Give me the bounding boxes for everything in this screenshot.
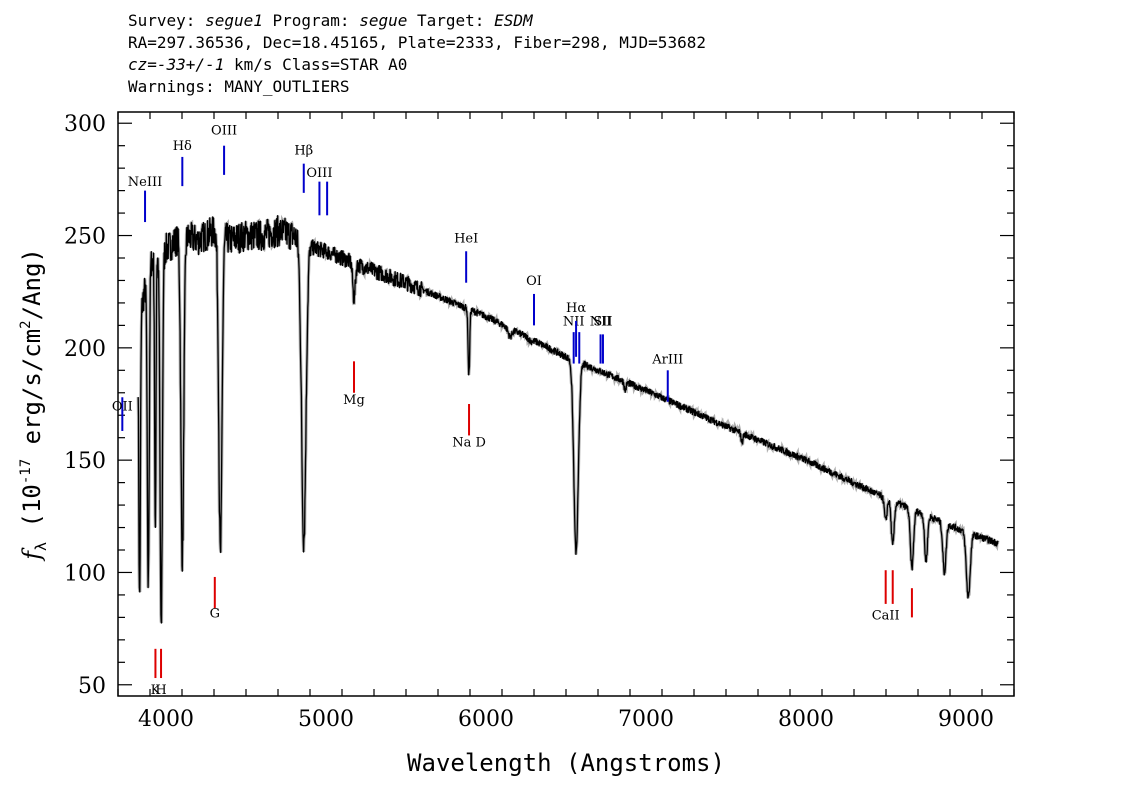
y-axis-open: (10: [18, 484, 46, 542]
absorption-line-label: H: [155, 683, 166, 698]
axis-ticks: [117, 112, 1015, 696]
header-line-redshift: cz=-33+/-1 km/s Class=STAR A0: [128, 54, 706, 76]
absorption-line-label: Na D: [452, 436, 486, 451]
absorption-line-label: K: [151, 683, 161, 698]
emission-line-label: Hδ: [173, 139, 192, 154]
y-tick-label: 200: [64, 337, 106, 362]
spectrum-header: Survey: segue1 Program: segue Target: ES…: [128, 10, 706, 98]
header-line-warnings: Warnings: MANY_OUTLIERS: [128, 77, 350, 96]
target-label: Target:: [407, 11, 495, 30]
y-axis-exp1: -17: [18, 459, 34, 484]
emission-line-label: NII: [563, 314, 585, 329]
y-axis-mid: erg/s/cm: [18, 329, 46, 459]
axis-tick-labels: 4000 5000 6000 7000 8000 9000 50 100 150 200 250 30…: [64, 112, 994, 732]
absorption-line-label: CaII: [872, 609, 900, 624]
error-band: [136, 214, 1000, 624]
x-tick-label: 9000: [938, 707, 994, 732]
program-value: segue: [359, 11, 408, 30]
y-axis-lambda: λ: [32, 542, 50, 551]
target-value: ESDM: [494, 11, 533, 30]
y-axis-close: /Ang): [18, 248, 46, 320]
program-label: Program:: [262, 11, 360, 30]
header-line-survey: Survey: segue1 Program: segue Target: ES…: [128, 10, 706, 32]
y-tick-label: 300: [64, 112, 106, 137]
emission-line-label: SII: [593, 314, 612, 329]
emission-line-label: OIII: [306, 166, 332, 181]
survey-label: Survey:: [128, 11, 206, 30]
plot-frame: [117, 111, 1015, 697]
x-axis-title: Wavelength (Angstroms): [407, 749, 725, 777]
redshift-value: cz=-33+/-1: [128, 55, 225, 74]
class-text: km/s Class=STAR A0: [224, 55, 408, 74]
emission-line-label: NII: [590, 314, 612, 329]
emission-line-label: ArIII: [651, 353, 683, 368]
y-tick-label: 50: [78, 674, 106, 699]
emission-line-label: Hβ: [294, 144, 313, 159]
absorption-line-label: Mg: [343, 393, 365, 408]
x-tick-label: 7000: [618, 707, 674, 732]
y-tick-label: 250: [64, 225, 106, 250]
x-tick-label: 5000: [298, 707, 354, 732]
emission-line-label: OI: [526, 274, 542, 289]
x-tick-label: 8000: [778, 707, 834, 732]
header-line-coordinates: RA=297.36536, Dec=18.45165, Plate=2333, …: [128, 33, 706, 52]
emission-line-label: OII: [112, 400, 133, 415]
line-markers: OIINeIIIHδOIIIHβOIIIHeIOINIIHαNIISIIArII…: [112, 123, 913, 698]
y-tick-label: 100: [64, 561, 106, 586]
absorption-line-label: G: [210, 606, 220, 621]
emission-line-label: HeI: [454, 231, 478, 246]
x-tick-label: 4000: [138, 707, 194, 732]
spectrum-line: [137, 214, 999, 624]
survey-value: segue1: [205, 11, 263, 30]
y-tick-label: 150: [64, 449, 106, 474]
emission-line-label: Hα: [566, 301, 586, 316]
y-axis-title: fλ (10-17 erg/s/cm2/Ang): [18, 248, 50, 562]
y-axis-exp2: 2: [18, 320, 34, 328]
emission-line-label: NeIII: [128, 175, 162, 190]
x-tick-label: 6000: [458, 707, 514, 732]
emission-line-label: OIII: [211, 123, 237, 138]
